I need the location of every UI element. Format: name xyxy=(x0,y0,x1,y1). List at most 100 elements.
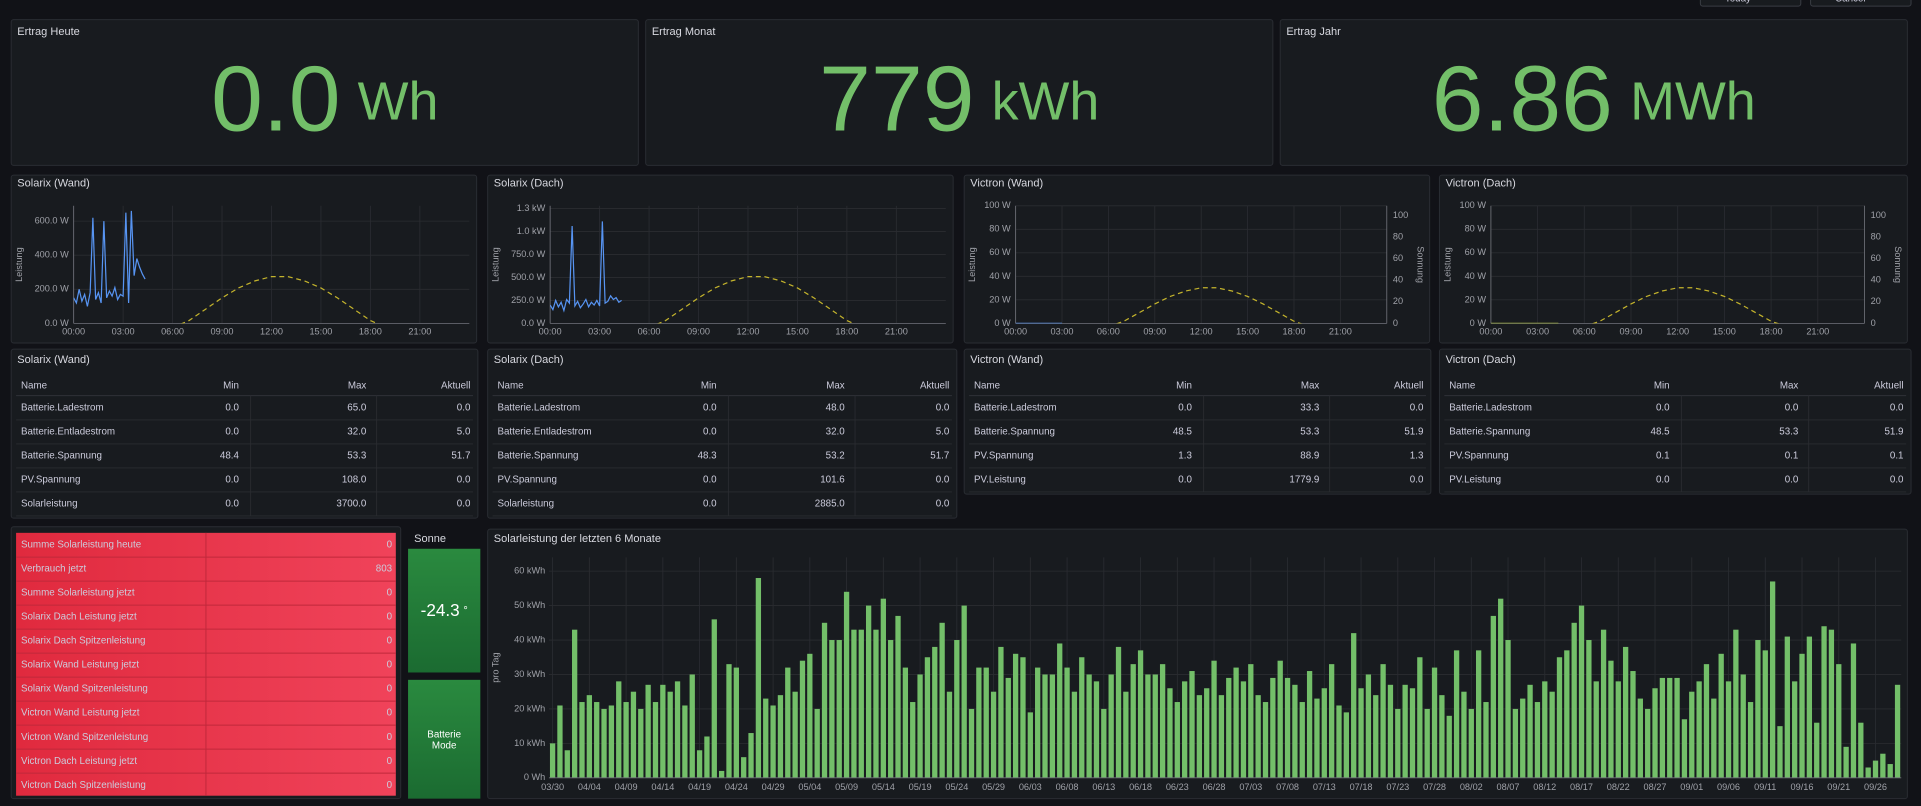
y2-tick-label: 100 xyxy=(1871,210,1886,220)
table-cell: 0.0 xyxy=(703,499,717,510)
bar xyxy=(1159,664,1166,778)
bar xyxy=(1365,674,1372,778)
summary-value: 0 xyxy=(387,780,393,791)
column-header: Aktuell xyxy=(441,380,470,391)
x-tick-label: 08/12 xyxy=(1533,782,1556,792)
bar xyxy=(1108,674,1114,778)
bar xyxy=(1005,677,1011,778)
table-cell: 0.0 xyxy=(703,402,717,413)
x-tick-label: 15:00 xyxy=(1236,326,1259,336)
table-cell: 0.0 xyxy=(936,402,950,413)
summary-value: 0 xyxy=(387,756,393,767)
bar xyxy=(711,619,717,778)
y-tick-label: 100 W xyxy=(1459,200,1486,210)
x-tick-label: 08/17 xyxy=(1570,782,1593,792)
y-axis-label: Leistung xyxy=(491,247,501,282)
bar xyxy=(1196,695,1203,778)
x-tick-label: 09/11 xyxy=(1754,782,1776,792)
bar xyxy=(1343,712,1349,778)
bar xyxy=(843,591,850,778)
bar xyxy=(1865,767,1871,778)
sun-unit: ° xyxy=(463,605,467,617)
x-tick-label: 03/30 xyxy=(541,782,564,792)
table-cell: PV.Leistung xyxy=(1449,475,1501,486)
toolbar-button[interactable] xyxy=(1810,0,1912,7)
table-cell: Batterie.Ladestrom xyxy=(497,402,580,413)
x-tick-label: 06:00 xyxy=(1573,326,1596,336)
y2-tick-label: 0 xyxy=(1871,318,1876,328)
x-tick-label: 08/02 xyxy=(1460,782,1483,792)
table-cell: 1.3 xyxy=(1178,451,1192,462)
bar xyxy=(1733,629,1739,778)
bar xyxy=(1600,629,1607,778)
table-cell: 32.0 xyxy=(347,427,367,438)
bar xyxy=(1218,695,1225,778)
toolbar-button[interactable] xyxy=(1699,0,1802,7)
bar xyxy=(1115,646,1122,778)
panel xyxy=(645,19,1274,166)
x-tick-label: 18:00 xyxy=(359,326,382,336)
bar xyxy=(895,615,901,778)
x-tick-label: 05/24 xyxy=(945,782,968,792)
table-cell: 0.0 xyxy=(936,499,950,510)
bar xyxy=(1571,622,1577,778)
series-line xyxy=(73,210,146,307)
bar xyxy=(1483,702,1489,778)
panel-title: Solarix (Wand) xyxy=(17,178,89,190)
x-tick-label: 18:00 xyxy=(835,326,858,336)
x-tick-label: 09:00 xyxy=(1143,326,1166,336)
x-tick-label: 04/09 xyxy=(615,782,638,792)
bar xyxy=(1255,695,1261,778)
bar xyxy=(1211,660,1217,778)
summary-value: 0 xyxy=(387,636,393,647)
panel-title: Solarix (Dach) xyxy=(494,178,564,190)
bar xyxy=(1512,708,1519,778)
bar xyxy=(1769,581,1776,778)
table-cell: 0.0 xyxy=(1656,402,1670,413)
x-tick-label: 00:00 xyxy=(1479,326,1502,336)
y-tick-label: 1.3 kW xyxy=(517,203,546,213)
stat-value: 779 xyxy=(819,46,974,150)
table-cell: 51.7 xyxy=(930,451,949,462)
y-tick-label: 0.0 W xyxy=(521,318,545,328)
bar xyxy=(1814,722,1820,778)
y-tick-label: 0 Wh xyxy=(524,772,545,782)
toolbar-button-label[interactable]: Cancel xyxy=(1835,0,1865,4)
bar xyxy=(873,629,879,778)
panel-title: Victron (Dach) xyxy=(1446,354,1516,366)
y2-axis-label: Sonnung xyxy=(1893,246,1903,283)
table-cell: PV.Spannung xyxy=(1449,451,1508,462)
column-header: Aktuell xyxy=(1394,380,1423,391)
bar xyxy=(785,667,791,778)
table-cell: Batterie.Ladestrom xyxy=(974,402,1057,413)
x-tick-label: 15:00 xyxy=(309,326,332,336)
x-tick-label: 06/13 xyxy=(1092,782,1115,792)
table-cell: 0.0 xyxy=(457,499,471,510)
bar xyxy=(1042,674,1048,778)
table-cell: 1.3 xyxy=(1410,451,1424,462)
bar xyxy=(1189,671,1195,778)
column-header: Min xyxy=(1654,380,1670,391)
bar xyxy=(968,708,975,778)
bar xyxy=(1527,684,1533,778)
summary-label: Solarix Wand Spitzenleistung xyxy=(21,684,148,695)
bar xyxy=(1747,702,1754,778)
bar xyxy=(1806,636,1813,778)
y-tick-label: 20 kWh xyxy=(514,703,545,713)
y-tick-label: 40 W xyxy=(989,271,1011,281)
panel-title: Ertrag Jahr xyxy=(1286,26,1341,38)
stat-value: 0.0 xyxy=(211,46,340,150)
bar xyxy=(1578,605,1585,778)
table-cell: Batterie.Ladestrom xyxy=(1449,402,1532,413)
table-cell: 0.1 xyxy=(1785,451,1799,462)
bar xyxy=(1152,674,1158,778)
bar xyxy=(865,605,872,778)
x-tick-label: 12:00 xyxy=(1190,326,1213,336)
summary-value: 0 xyxy=(387,612,393,623)
bar xyxy=(755,578,762,778)
toolbar-button-label[interactable]: Today xyxy=(1725,0,1751,4)
bar xyxy=(1387,684,1394,778)
x-tick-label: 09/26 xyxy=(1864,782,1887,792)
column-header: Max xyxy=(826,380,845,391)
panel xyxy=(963,348,1432,495)
